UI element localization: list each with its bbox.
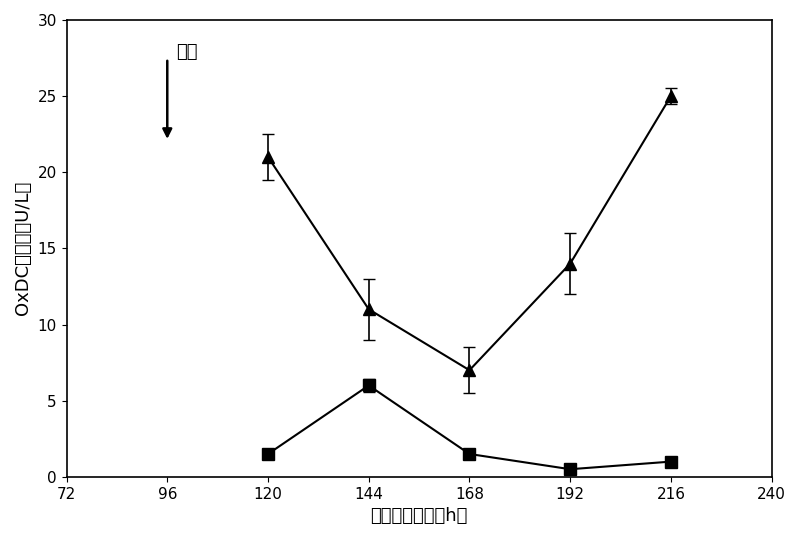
Y-axis label: OxDC酶活力（U/L）: OxDC酶活力（U/L） [14,181,32,315]
X-axis label: 发酵培养时间（h）: 发酵培养时间（h） [370,507,468,525]
Text: 加酸: 加酸 [176,43,197,61]
